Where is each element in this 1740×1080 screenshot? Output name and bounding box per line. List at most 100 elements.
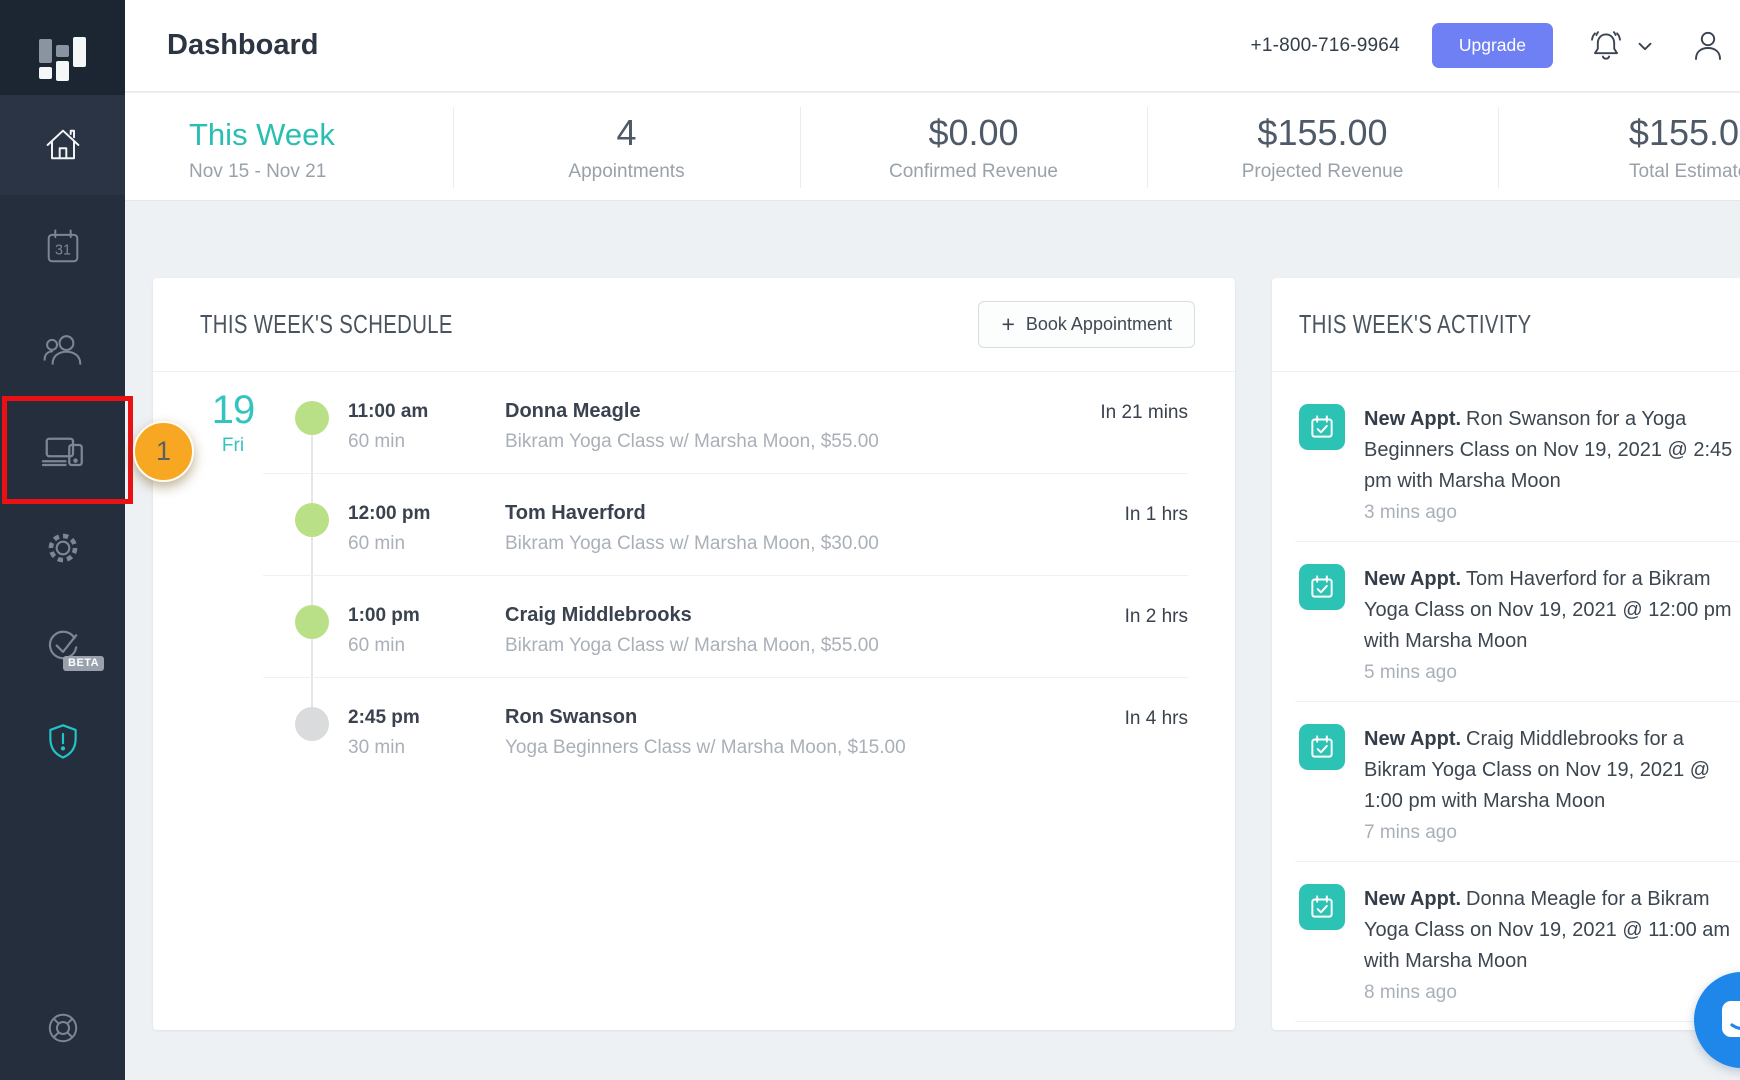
- activity-item[interactable]: New Appt. Ron Swanson for a Yoga Beginner…: [1272, 382, 1740, 542]
- appointment-duration: 60 min: [348, 533, 406, 554]
- appointment-countdown: In 1 hrs: [1124, 504, 1188, 525]
- schedule-card-header: THIS WEEK'S SCHEDULE + Book Appointment: [153, 278, 1235, 372]
- appointment-row[interactable]: 1:00 pm 60 min Craig Middlebrooks Bikram…: [263, 576, 1188, 678]
- stat-value: $155.00: [1628, 112, 1740, 153]
- activity-item[interactable]: New Appt. Tom Haverford for a Bikram Yoga…: [1272, 542, 1740, 702]
- appointment-time: 2:45 pm: [348, 707, 420, 728]
- activity-body: New Appt. Ron Swanson for a Yoga Beginner…: [1364, 404, 1740, 542]
- client-name: Craig Middlebrooks: [505, 604, 692, 626]
- client-name: Ron Swanson: [505, 706, 638, 728]
- service-description: Bikram Yoga Class w/ Marsha Moon, $55.00: [505, 635, 879, 656]
- sidebar-item-settings[interactable]: [0, 498, 125, 598]
- activity-body: New Appt. Tom Haverford for a Bikram Yoga…: [1364, 564, 1740, 702]
- chevron-down-icon: [1638, 42, 1652, 50]
- book-appointment-button[interactable]: + Book Appointment: [978, 301, 1195, 348]
- schedule-title: THIS WEEK'S SCHEDULE: [200, 309, 453, 339]
- notifications-button[interactable]: [1585, 25, 1656, 67]
- stat-label: Confirmed Revenue: [889, 161, 1058, 183]
- timeline-line: [311, 418, 313, 724]
- appointment-countdown: In 21 mins: [1100, 402, 1188, 423]
- appointment-countdown: In 2 hrs: [1124, 606, 1188, 627]
- activity-timestamp: 8 mins ago: [1364, 982, 1457, 1003]
- sidebar-item-help[interactable]: [0, 978, 125, 1078]
- appointment-row[interactable]: 2:45 pm 30 min Ron Swanson Yoga Beginner…: [263, 678, 1188, 780]
- highlight-box: [2, 396, 133, 504]
- calendar-check-icon: [1299, 884, 1345, 930]
- appointment-duration: 30 min: [348, 737, 406, 758]
- appointment-time-cell: 2:45 pm 30 min: [348, 678, 505, 780]
- appointment-time-cell: 1:00 pm 60 min: [348, 576, 505, 678]
- activity-item[interactable]: New Appt. Craig Middlebrooks for a Bikram…: [1272, 702, 1740, 862]
- activity-card: THIS WEEK'S ACTIVITY New Appt. Ron Swanso…: [1272, 278, 1740, 1030]
- stat-value: $0.00: [928, 112, 1019, 153]
- status-dot: [295, 503, 329, 537]
- appointment-row[interactable]: 11:00 am 60 min Donna Meagle Bikram Yoga…: [263, 372, 1188, 474]
- activity-text: New Appt. Ron Swanson for a Yoga Beginner…: [1364, 404, 1740, 497]
- shield-alert-icon: [48, 724, 77, 759]
- service-description: Yoga Beginners Class w/ Marsha Moon, $15…: [505, 737, 906, 758]
- page-title: Dashboard: [167, 29, 319, 61]
- period-title: This Week: [189, 117, 335, 152]
- header-actions: +1-800-716-9964 Upgrade: [1251, 23, 1728, 68]
- account-button[interactable]: [1688, 26, 1728, 66]
- sidebar: 31: [0, 0, 125, 1080]
- clients-icon: [43, 335, 81, 365]
- calendar-icon: 31: [47, 229, 78, 263]
- activity-item[interactable]: New Appt. Donna Meagle for a Bikram Yoga …: [1272, 862, 1740, 1022]
- status-dot-cell: [263, 372, 348, 474]
- appointment-client-cell: Ron Swanson Yoga Beginners Class w/ Mars…: [505, 678, 1125, 780]
- activity-description: Donna Meagle for a Bikram Yoga Class on …: [1364, 888, 1731, 972]
- appointment-row[interactable]: 12:00 pm 60 min Tom Haverford Bikram Yog…: [263, 474, 1188, 576]
- devices-icon: [41, 437, 83, 467]
- status-dot-cell: [263, 474, 348, 576]
- beta-badge: BETA: [63, 656, 105, 671]
- chat-icon: [1722, 1001, 1740, 1037]
- stat-value: $155.00: [1257, 112, 1388, 153]
- activity-description: Ron Swanson for a Yoga Beginners Class o…: [1364, 408, 1733, 492]
- upgrade-button[interactable]: Upgrade: [1431, 23, 1553, 68]
- schedule-card: THIS WEEK'S SCHEDULE + Book Appointment …: [153, 278, 1235, 1030]
- client-name: Tom Haverford: [505, 502, 646, 524]
- appointment-duration: 60 min: [348, 635, 406, 656]
- stat-label: Total Estimated: [1629, 161, 1740, 183]
- check-circle-icon: [48, 630, 77, 660]
- sidebar-item-clients[interactable]: [0, 300, 125, 400]
- stats-bar: This Week Nov 15 - Nov 21 4 Appointments…: [125, 93, 1740, 201]
- app-logo[interactable]: [0, 0, 125, 110]
- activity-title: THIS WEEK'S ACTIVITY: [1299, 309, 1532, 339]
- appointment-time: 11:00 am: [348, 401, 429, 422]
- service-description: Bikram Yoga Class w/ Marsha Moon, $55.00: [505, 431, 879, 452]
- activity-text: New Appt. Craig Middlebrooks for a Bikram…: [1364, 724, 1740, 817]
- appointment-time: 1:00 pm: [348, 605, 420, 626]
- calendar-check-icon: [1299, 404, 1345, 450]
- period-range: Nov 15 - Nov 21: [189, 160, 327, 182]
- stat-label: Appointments: [568, 161, 685, 183]
- activity-description: Craig Middlebrooks for a Bikram Yoga Cla…: [1364, 728, 1711, 812]
- schedule-date: 19 Fri: [191, 390, 275, 457]
- top-header: Dashboard +1-800-716-9964 Upgrade: [125, 0, 1740, 92]
- activity-text: New Appt. Tom Haverford for a Bikram Yoga…: [1364, 564, 1740, 657]
- activity-list: New Appt. Ron Swanson for a Yoga Beginner…: [1272, 372, 1740, 1022]
- sidebar-item-calendar[interactable]: 31: [0, 197, 125, 297]
- stat-label: Projected Revenue: [1241, 161, 1404, 183]
- activity-timestamp: 5 mins ago: [1364, 662, 1457, 683]
- calendar-check-icon: [1299, 724, 1345, 770]
- appointment-client-cell: Craig Middlebrooks Bikram Yoga Class w/ …: [505, 576, 1125, 678]
- user-icon: [1695, 31, 1721, 60]
- stat-value: 4: [616, 112, 637, 153]
- appointment-time-cell: 12:00 pm 60 min: [348, 474, 505, 576]
- activity-timestamp: 7 mins ago: [1364, 822, 1457, 843]
- sidebar-item-tasks[interactable]: BETA: [0, 595, 125, 695]
- sidebar-item-security[interactable]: [0, 692, 125, 792]
- appointment-countdown: In 4 hrs: [1124, 708, 1188, 729]
- appointment-time-cell: 11:00 am 60 min: [348, 372, 505, 474]
- activity-type: New Appt.: [1364, 568, 1462, 590]
- activity-type: New Appt.: [1364, 888, 1462, 910]
- sidebar-item-dashboard[interactable]: [0, 95, 125, 195]
- activity-description: Tom Haverford for a Bikram Yoga Class on…: [1364, 568, 1732, 652]
- sidebar-item-online-booking[interactable]: [0, 400, 125, 500]
- logo-grid-icon: [38, 37, 86, 81]
- calendar-check-icon: [1299, 564, 1345, 610]
- settings-gear-icon: [48, 533, 77, 563]
